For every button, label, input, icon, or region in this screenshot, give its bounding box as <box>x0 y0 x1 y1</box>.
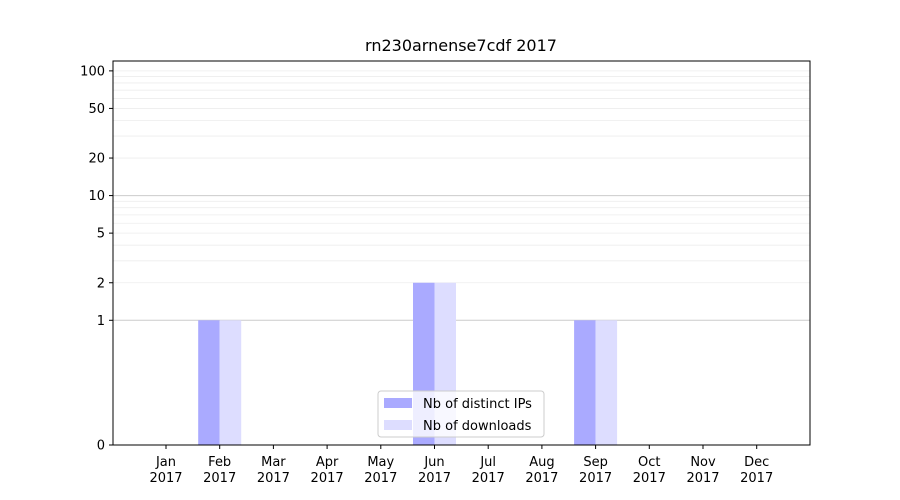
legend-label: Nb of distinct IPs <box>423 397 532 412</box>
bar <box>574 320 596 445</box>
x-tick-label: Jul 2017 <box>472 455 505 486</box>
y-tick-label: 20 <box>88 152 105 167</box>
grid-lines <box>113 70 810 321</box>
legend-box <box>377 390 545 438</box>
x-tick-label: Jun 2017 <box>418 455 451 486</box>
x-tick-label: Dec 2017 <box>740 455 773 486</box>
y-tick-label: 100 <box>80 64 105 79</box>
x-tick-label: May 2017 <box>364 455 397 486</box>
y-tick-label: 2 <box>97 276 105 291</box>
x-tick-label: Sep 2017 <box>579 455 612 486</box>
chart-title: rn230arnense7cdf 2017 <box>365 36 557 55</box>
plot-frame <box>112 60 811 446</box>
legend: Nb of distinct IPs Nb of downloads <box>377 390 545 438</box>
bar <box>198 320 220 445</box>
y-tick-label: 0 <box>97 439 105 454</box>
x-tick-label: Mar 2017 <box>257 455 290 486</box>
x-tick-label: Apr 2017 <box>311 455 344 486</box>
legend-label: Nb of downloads <box>423 419 532 434</box>
y-tick-label: 50 <box>88 102 105 117</box>
x-tick-label: Nov 2017 <box>686 455 719 486</box>
x-tick-label: Jan 2017 <box>149 455 182 486</box>
x-tick-label: Feb 2017 <box>203 455 236 486</box>
legend-swatch <box>384 420 412 430</box>
x-tick-label: Oct 2017 <box>633 455 666 486</box>
bar <box>219 320 242 445</box>
y-tick-label: 10 <box>88 189 105 204</box>
y-tick-label: 5 <box>97 227 105 242</box>
legend-swatch <box>384 398 412 408</box>
bar <box>595 320 618 445</box>
x-axis: Jan 2017 Feb 2017 Mar 2017 Apr 2017 May 2017 Jun 20… <box>149 445 773 486</box>
y-tick-label: 1 <box>97 314 105 329</box>
x-tick-label: Aug 2017 <box>525 455 558 486</box>
y-axis: 0 1 2 5 10 20 50 100 <box>80 64 113 454</box>
